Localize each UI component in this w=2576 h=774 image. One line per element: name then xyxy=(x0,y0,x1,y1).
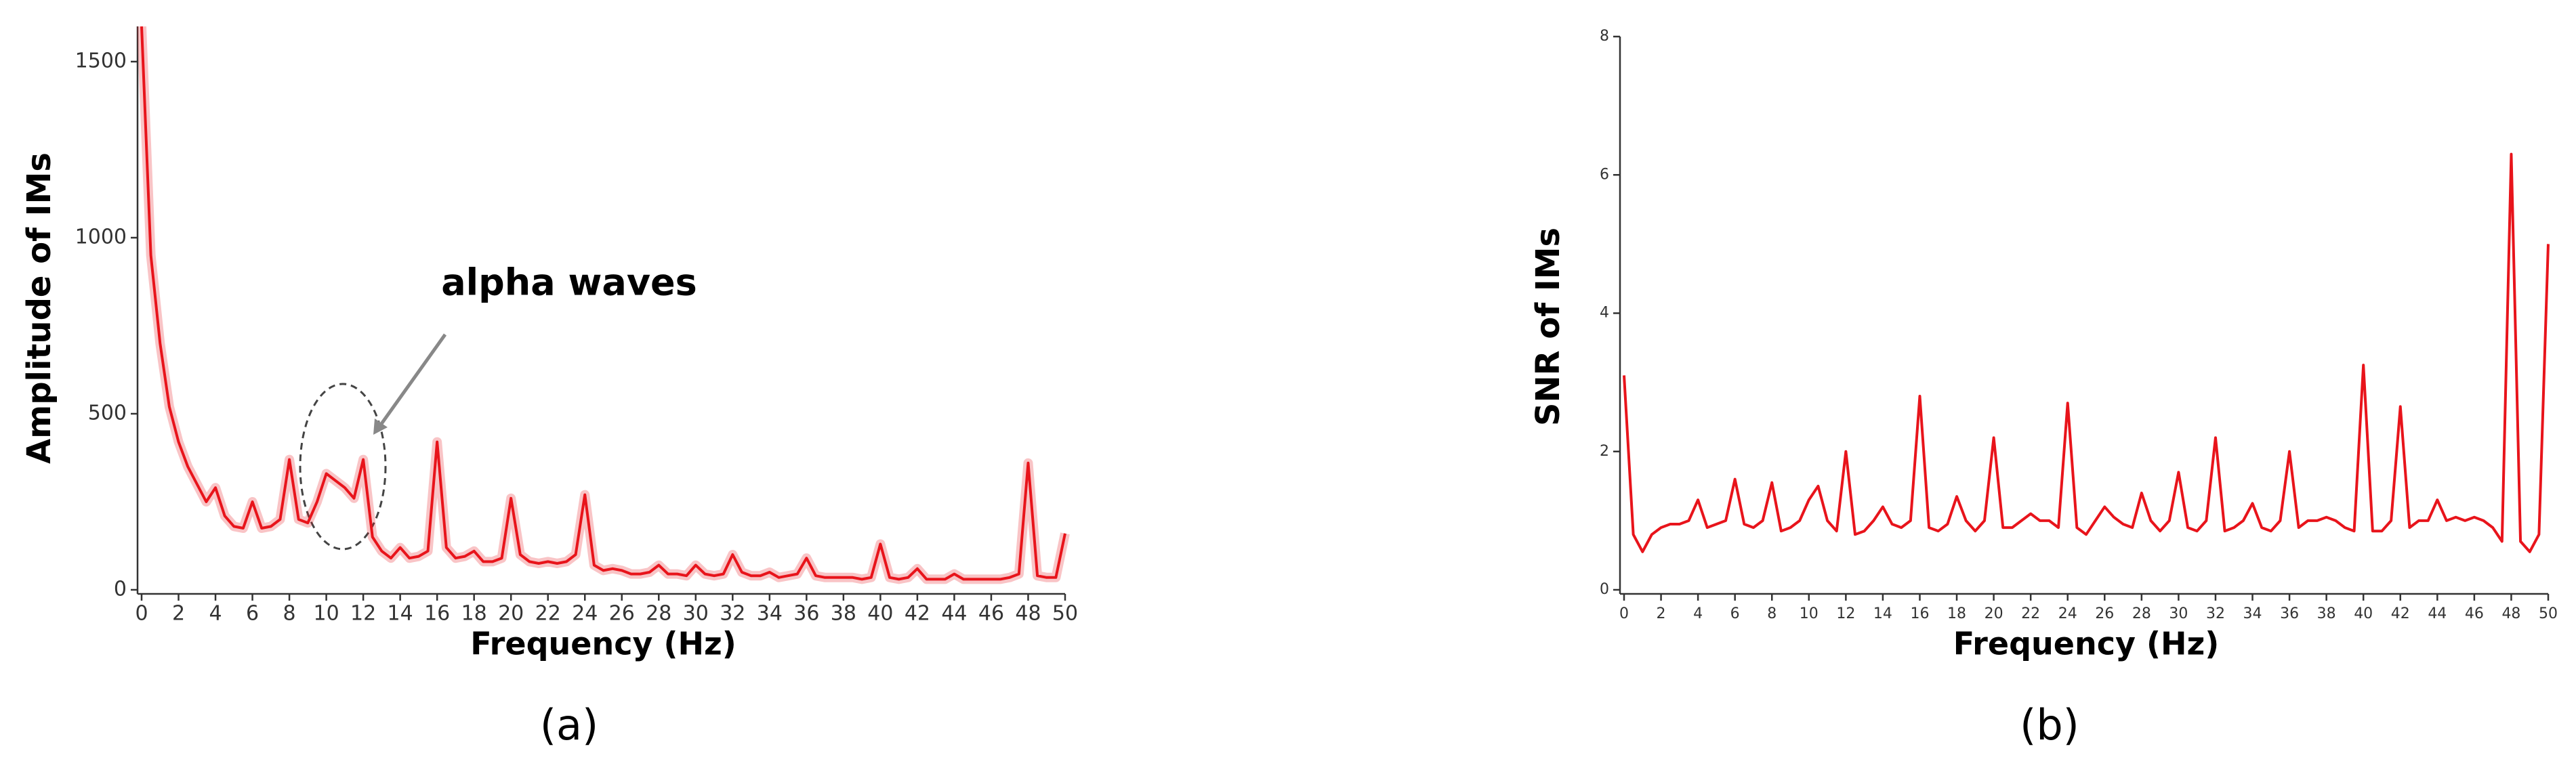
panel-label: (b) xyxy=(2020,700,2079,750)
x-tick-label: 22 xyxy=(2021,605,2040,622)
x-tick-label: 32 xyxy=(2206,605,2225,622)
x-tick-label: 46 xyxy=(2465,605,2484,622)
panel-label: (a) xyxy=(540,700,598,750)
x-tick-label: 28 xyxy=(646,602,671,626)
x-tick-label: 32 xyxy=(720,602,745,626)
plot-area xyxy=(1623,152,2550,553)
plot-area xyxy=(137,26,1070,584)
x-tick-label: 44 xyxy=(2428,605,2447,622)
x-tick-label: 42 xyxy=(905,602,930,626)
annotation-arrow xyxy=(377,333,447,428)
x-tick-label: 16 xyxy=(1910,605,1929,622)
x-tick-label: 34 xyxy=(757,602,783,626)
x-tick-label: 2 xyxy=(1657,605,1666,622)
annotation-ellipse xyxy=(299,383,387,551)
y-tick-label: 0 xyxy=(114,578,127,601)
x-tick-label: 20 xyxy=(498,602,524,626)
x-tick-label: 18 xyxy=(461,602,487,626)
y-tick-label: 6 xyxy=(1600,166,1609,183)
x-tick-label: 8 xyxy=(1767,605,1777,622)
x-tick-label: 4 xyxy=(1693,605,1703,622)
x-tick-label: 28 xyxy=(2132,605,2151,622)
x-tick-label: 26 xyxy=(2095,605,2114,622)
x-tick-label: 8 xyxy=(283,602,296,626)
y-axis-label: Amplitude of IMs xyxy=(20,152,58,464)
x-tick-label: 48 xyxy=(1015,602,1041,626)
x-tick-label: 50 xyxy=(2539,605,2558,622)
x-tick-label: 14 xyxy=(388,602,413,626)
y-tick-label: 2 xyxy=(1600,443,1609,460)
x-tick-label: 38 xyxy=(831,602,856,626)
y-tick-label: 500 xyxy=(88,402,127,425)
data-line xyxy=(140,26,1066,581)
x-tick-label: 40 xyxy=(867,602,893,626)
x-tick-label: 10 xyxy=(1800,605,1819,622)
y-tick-label: 0 xyxy=(1600,581,1609,598)
data-line xyxy=(1623,152,2550,553)
x-tick-label: 24 xyxy=(2058,605,2077,622)
x-tick-label: 0 xyxy=(1619,605,1629,622)
x-tick-label: 0 xyxy=(135,602,148,626)
x-tick-label: 48 xyxy=(2501,605,2520,622)
y-tick-label: 4 xyxy=(1600,305,1609,322)
x-tick-label: 30 xyxy=(683,602,709,626)
x-tick-label: 24 xyxy=(572,602,598,626)
x-axis-label: Frequency (Hz) xyxy=(470,626,736,662)
x-tick-label: 30 xyxy=(2169,605,2188,622)
y-tick-label: 1000 xyxy=(75,225,127,249)
x-tick-label: 10 xyxy=(314,602,339,626)
x-tick-label: 36 xyxy=(2280,605,2299,622)
annotation-arrowhead xyxy=(373,418,388,435)
x-tick-label: 36 xyxy=(793,602,819,626)
x-tick-label: 20 xyxy=(1985,605,2003,622)
x-tick-label: 14 xyxy=(1873,605,1892,622)
x-tick-label: 22 xyxy=(535,602,561,626)
x-tick-label: 34 xyxy=(2243,605,2262,622)
y-axis-label: SNR of IMs xyxy=(1529,228,1567,426)
x-tick-label: 4 xyxy=(209,602,222,626)
x-tick-label: 38 xyxy=(2317,605,2336,622)
x-tick-label: 42 xyxy=(2391,605,2410,622)
x-tick-label: 26 xyxy=(609,602,635,626)
x-tick-label: 12 xyxy=(350,602,376,626)
x-tick-label: 50 xyxy=(1052,602,1078,626)
x-tick-label: 18 xyxy=(1947,605,1966,622)
x-tick-label: 6 xyxy=(1730,605,1740,622)
x-axis-label: Frequency (Hz) xyxy=(1953,626,2220,662)
y-tick-label: 8 xyxy=(1600,28,1609,45)
x-tick-label: 12 xyxy=(1836,605,1855,622)
annotation: alpha waves xyxy=(441,261,697,304)
x-tick-label: 40 xyxy=(2354,605,2373,622)
x-tick-label: 2 xyxy=(172,602,185,626)
y-tick-label: 1500 xyxy=(75,49,127,73)
x-tick-label: 6 xyxy=(246,602,259,626)
x-tick-label: 16 xyxy=(424,602,450,626)
x-tick-label: 46 xyxy=(978,602,1004,626)
x-tick-label: 44 xyxy=(941,602,967,626)
